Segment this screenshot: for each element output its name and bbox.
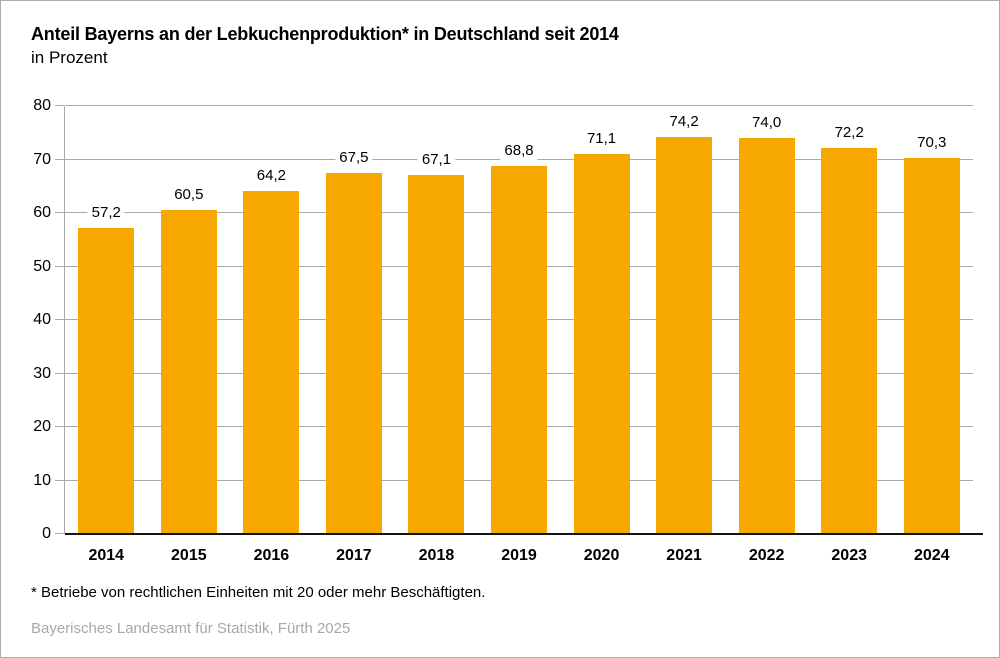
bar-value-label: 60,5 [170, 185, 208, 205]
bar-group: 70,3 2024 [890, 106, 973, 564]
y-axis-tick [55, 533, 64, 534]
y-axis-tick-label: 60 [33, 204, 51, 221]
bar-group: 72,2 2023 [808, 106, 891, 564]
bar: 67,1 [408, 150, 465, 534]
bars-row: 57,2 2014 60,5 2015 64,2 2016 67,5 2017 67,1 2018… [65, 106, 973, 564]
bar-group: 74,0 2022 [725, 106, 808, 564]
bar-value-label: 64,2 [252, 165, 290, 185]
x-axis-category-label: 2021 [666, 547, 702, 564]
bar: 68,8 [491, 140, 547, 534]
bar: 60,5 [160, 185, 217, 534]
y-axis-tick [55, 265, 64, 267]
chart-header: Anteil Bayerns an der Lebkuchenproduktio… [31, 23, 619, 68]
bar-value-label: 74,2 [665, 112, 703, 132]
footnote: * Betriebe von rechtlichen Einheiten mit… [31, 584, 486, 601]
y-axis-tick-label: 30 [33, 364, 51, 382]
bar-value-label: 68,8 [500, 140, 538, 160]
chart-title: Anteil Bayerns an der Lebkuchenproduktio… [31, 24, 619, 44]
x-axis-category-label: 2022 [748, 547, 785, 564]
y-axis-tick [55, 372, 64, 374]
x-axis-category-label: 2023 [831, 547, 867, 564]
bar-group: 67,1 2018 [395, 106, 478, 564]
bar: 64,2 [243, 165, 300, 534]
x-axis-line [65, 533, 983, 535]
y-axis-tick [55, 158, 64, 160]
x-axis-category-label: 2019 [501, 547, 537, 564]
bar: 67,5 [325, 147, 382, 534]
source-attribution: Bayerisches Landesamt für Statistik, Für… [31, 620, 351, 637]
bar-value-label: 72,2 [830, 122, 868, 142]
bar-value-label: 71,1 [582, 128, 621, 148]
x-axis-category-label: 2024 [913, 547, 950, 564]
bar-value-label: 70,3 [913, 132, 951, 152]
bar-value-label: 67,1 [417, 150, 456, 170]
y-axis-tick-label: 80 [33, 97, 51, 114]
bar: 74,0 [738, 113, 795, 534]
bar-value-label: 67,5 [335, 147, 373, 167]
bar: 57,2 [78, 202, 135, 534]
plot-area: 57,2 2014 60,5 2015 64,2 2016 67,5 2017 67,1 2018… [33, 98, 983, 564]
bar-value-label: 74,0 [748, 113, 786, 133]
y-axis-tick-label: 40 [33, 311, 51, 328]
bar-group: 74,2 2021 [643, 106, 726, 564]
y-axis-tick [55, 426, 64, 427]
gridline [65, 105, 973, 106]
bar-group: 57,2 2014 [65, 106, 148, 564]
x-axis-category-label: 2017 [336, 547, 372, 564]
bar-group: 60,5 2015 [148, 106, 231, 564]
x-axis-category-label: 2020 [583, 547, 620, 564]
bar-group: 71,1 2020 [560, 106, 643, 564]
bar-group: 68,8 2019 [478, 106, 561, 564]
x-axis-category-label: 2016 [253, 547, 290, 564]
y-axis-tick-label: 10 [33, 471, 51, 489]
y-axis-tick-label: 70 [33, 150, 51, 168]
y-axis-tick [55, 212, 64, 213]
y-axis-tick [55, 479, 64, 481]
x-axis-category-label: 2015 [171, 547, 207, 564]
bar: 74,2 [656, 112, 713, 534]
y-axis-tick [55, 319, 64, 320]
bar: 72,2 [821, 122, 878, 534]
y-axis-tick-label: 20 [33, 418, 51, 435]
x-axis-category-label: 2018 [418, 547, 455, 564]
bar: 70,3 [903, 132, 960, 534]
x-axis-category-label: 2014 [88, 547, 125, 564]
bar-group: 67,5 2017 [313, 106, 396, 564]
bar-group: 64,2 2016 [230, 106, 313, 564]
y-axis-tick-label: 50 [33, 257, 51, 275]
y-axis-tick [55, 105, 64, 106]
y-axis-tick-label: 0 [42, 525, 51, 542]
bar-value-label: 57,2 [87, 202, 125, 222]
bar: 71,1 [573, 128, 630, 534]
chart-subtitle: in Prozent [31, 48, 108, 67]
